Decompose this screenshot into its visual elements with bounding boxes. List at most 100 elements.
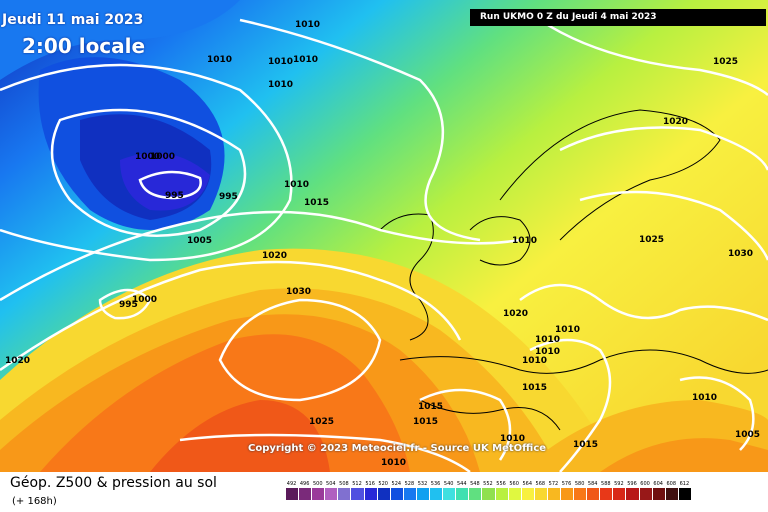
legend-swatch [429, 488, 443, 500]
legend-entry: 564 [520, 481, 534, 500]
legend-swatch [612, 488, 626, 500]
legend-entry: 592 [612, 481, 626, 500]
legend-swatch [298, 488, 312, 500]
legend-entry: 596 [625, 481, 639, 500]
legend-entry: 556 [494, 481, 508, 500]
isobar-label: 1010 [284, 180, 309, 190]
legend-tick-label: 500 [312, 481, 323, 487]
copyright-notice: Copyright © 2023 Meteociel.fr - Source U… [248, 443, 547, 454]
isobar-label: 1020 [5, 356, 30, 366]
legend-entry: 568 [533, 481, 547, 500]
isobar-label: 1015 [418, 402, 443, 412]
isobar-label: 1025 [639, 235, 664, 245]
legend-swatch [376, 488, 390, 500]
legend-swatch [311, 488, 325, 500]
legend-entry: 560 [507, 481, 521, 500]
isobar-label: 995 [219, 192, 238, 202]
model-run-label: Run UKMO 0 Z du Jeudi 4 mai 2023 [470, 9, 766, 26]
legend-tick-label: 596 [627, 481, 637, 487]
legend-swatch [415, 488, 430, 500]
legend-entry: 520 [376, 481, 390, 500]
legend-entry: 552 [481, 481, 495, 500]
legend-entry: 512 [350, 481, 364, 500]
legend-swatch [533, 488, 547, 500]
legend-entry: 536 [429, 481, 443, 500]
isobar-label: 1010 [268, 80, 293, 90]
legend-tick-label: 608 [666, 481, 677, 487]
legend-tick-label: 604 [653, 481, 663, 487]
legend-tick-label: 520 [378, 481, 388, 487]
isobar-label: 1010 [512, 236, 537, 246]
isobar-label: 1020 [262, 251, 287, 261]
legend-entry: 608 [664, 481, 678, 500]
isobar-label: 1020 [663, 117, 688, 127]
legend-tick-label: 568 [535, 481, 546, 487]
legend-entry: 504 [324, 481, 338, 500]
isobar-label: 1010 [295, 20, 320, 30]
legend-tick-label: 524 [391, 481, 402, 487]
forecast-time: 2:00 locale [22, 34, 146, 58]
legend-tick-label: 516 [365, 481, 375, 487]
legend-swatch [586, 488, 600, 500]
isobar-label: 995 [165, 191, 184, 201]
isobar-label: 1015 [304, 198, 329, 208]
legend-tick-label: 548 [470, 481, 480, 487]
legend-entry: 508 [337, 481, 351, 500]
isobar-label: 1030 [286, 287, 311, 297]
legend-tick-label: 492 [286, 481, 297, 487]
isobar-label: 1000 [132, 295, 157, 305]
legend-swatch [494, 488, 508, 500]
legend-swatch [481, 488, 495, 500]
legend-swatch [455, 488, 469, 500]
legend-entry: 492 [285, 481, 299, 500]
isobar-label: 1020 [503, 309, 528, 319]
legend-swatch [651, 488, 665, 500]
isobar-label: 1010 [268, 57, 293, 67]
legend-entry: 584 [586, 481, 600, 500]
legend-tick-label: 584 [587, 481, 598, 487]
legend-swatch [402, 488, 416, 500]
legend-swatch [625, 488, 639, 500]
isobar-label: 1010 [522, 356, 547, 366]
legend-swatch [350, 488, 364, 500]
legend-swatch [664, 488, 678, 500]
legend-entry: 604 [651, 481, 665, 500]
isobar-label: 1010 [535, 347, 560, 357]
legend-entry: 532 [415, 481, 430, 500]
legend-swatch [363, 488, 377, 500]
isobar-label: 1025 [713, 57, 738, 67]
legend-tick-label: 540 [443, 481, 454, 487]
legend-entry: 600 [638, 481, 652, 500]
isobar-label: 995 [119, 300, 138, 310]
legend-bar: Géop. Z500 & pression au sol (+ 168h) 49… [0, 472, 768, 512]
isobar-label: 1025 [309, 417, 334, 427]
legend-swatch [520, 488, 534, 500]
legend-tick-label: 544 [456, 481, 467, 487]
forecast-range: (+ 168h) [12, 496, 57, 507]
color-scale-legend: 492 496 500 504 508 512 516 520 524 528 532 536 540 5… [285, 481, 691, 500]
legend-swatch [442, 488, 456, 500]
legend-tick-label: 512 [352, 481, 362, 487]
legend-tick-label: 592 [614, 481, 624, 487]
legend-tick-label: 564 [522, 481, 532, 487]
isobar-label: 1030 [728, 249, 753, 259]
legend-swatch [337, 488, 351, 500]
legend-tick-label: 536 [430, 481, 441, 487]
legend-tick-label: 552 [483, 481, 493, 487]
legend-swatch [573, 488, 587, 500]
isobar-label: 1015 [573, 440, 598, 450]
isobar-label: 1010 [555, 325, 580, 335]
weather-map: 1010 1010 1010 1010 1010 1000 1000 995 9… [0, 0, 768, 472]
legend-tick-label: 576 [561, 481, 572, 487]
isobar-label: 1005 [735, 430, 760, 440]
legend-entry: 548 [468, 481, 482, 500]
legend-swatch [677, 488, 691, 500]
isobar-label: 1005 [187, 236, 212, 246]
legend-entry: 580 [573, 481, 587, 500]
legend-tick-label: 556 [496, 481, 506, 487]
legend-tick-label: 572 [548, 481, 559, 487]
legend-swatch [559, 488, 574, 500]
legend-tick-label: 600 [640, 481, 650, 487]
map-caption-title: Géop. Z500 & pression au sol [10, 475, 217, 491]
legend-entry: 612 [677, 481, 691, 500]
